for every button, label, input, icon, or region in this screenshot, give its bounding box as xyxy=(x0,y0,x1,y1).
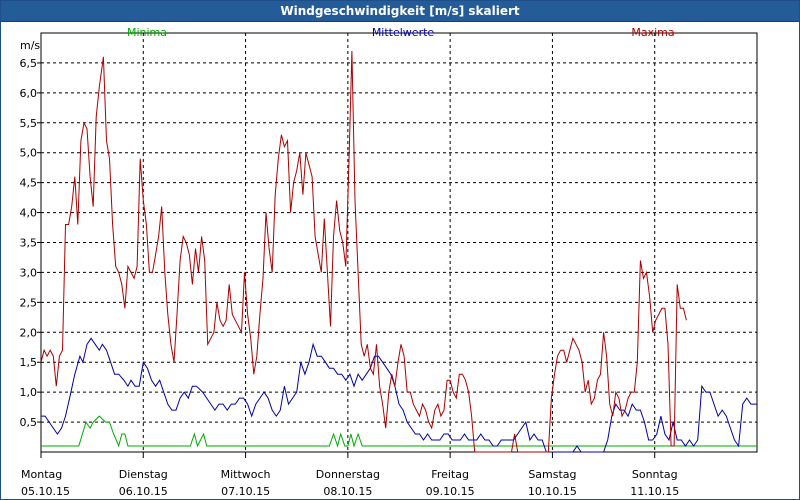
x-tick-weekday: Donnerstag xyxy=(316,468,380,481)
y-tick-label: 5,0 xyxy=(20,147,38,160)
legend: Minima Mittelwerte Maxima xyxy=(127,26,675,39)
window-title: Windgeschwindigkeit [m/s] skaliert xyxy=(1,1,799,22)
y-tick-label: 0,5 xyxy=(20,416,38,429)
y-tick-label: 2,5 xyxy=(20,296,38,309)
series-line-maxima xyxy=(40,50,687,453)
wind-speed-chart: 0,51,01,52,02,53,03,54,04,55,05,56,06,5 … xyxy=(20,26,758,498)
y-axis: 0,5 1,0 1,5 2,0 2,5 3,0 3,5 4,0 4,5 5,0 5,5 6,0 6,5 xyxy=(20,57,41,429)
y-tick-label: 4,5 xyxy=(20,177,38,190)
y-tick-label: 6,0 xyxy=(20,87,38,100)
series-line-mittelwerte xyxy=(41,337,757,453)
legend-entry-minima: Minima xyxy=(127,26,167,39)
x-tick-date: 10.10.15 xyxy=(528,485,577,498)
x-tick-date: 05.10.15 xyxy=(21,485,70,498)
y-axis-label: m/s xyxy=(20,39,40,52)
x-tick-date: 07.10.15 xyxy=(221,485,270,498)
series-line-minima xyxy=(41,415,757,448)
x-tick-date: 11.10.15 xyxy=(630,485,679,498)
x-tick-weekday: Samstag xyxy=(528,468,576,481)
y-tick-label: 4,0 xyxy=(20,207,38,220)
y-tick-label: 3,0 xyxy=(20,266,38,279)
series-layer xyxy=(40,50,757,453)
x-axis: Montag 05.10.15 Dienstag 06.10.15 Mittwoch 07… xyxy=(21,452,679,498)
x-tick-weekday: Dienstag xyxy=(119,468,168,481)
x-tick-weekday: Mittwoch xyxy=(221,468,271,481)
x-tick-date: 09.10.15 xyxy=(426,485,475,498)
y-tick-label: 3,5 xyxy=(20,237,38,250)
y-tick-label: 6,5 xyxy=(20,57,38,70)
y-tick-label: 1,5 xyxy=(20,356,38,369)
y-tick-label: 2,0 xyxy=(20,326,38,339)
legend-entry-mittelwerte: Mittelwerte xyxy=(372,26,435,39)
x-tick-date: 08.10.15 xyxy=(323,485,372,498)
x-tick-weekday: Sonntag xyxy=(632,468,678,481)
x-tick-weekday: Montag xyxy=(21,468,62,481)
grid-layer xyxy=(41,33,757,452)
y-tick-label: 5,5 xyxy=(20,117,38,130)
y-tick-label: 1,0 xyxy=(20,386,38,399)
x-tick-weekday: Freitag xyxy=(431,468,469,481)
legend-entry-maxima: Maxima xyxy=(631,26,674,39)
x-tick-date: 06.10.15 xyxy=(119,485,168,498)
